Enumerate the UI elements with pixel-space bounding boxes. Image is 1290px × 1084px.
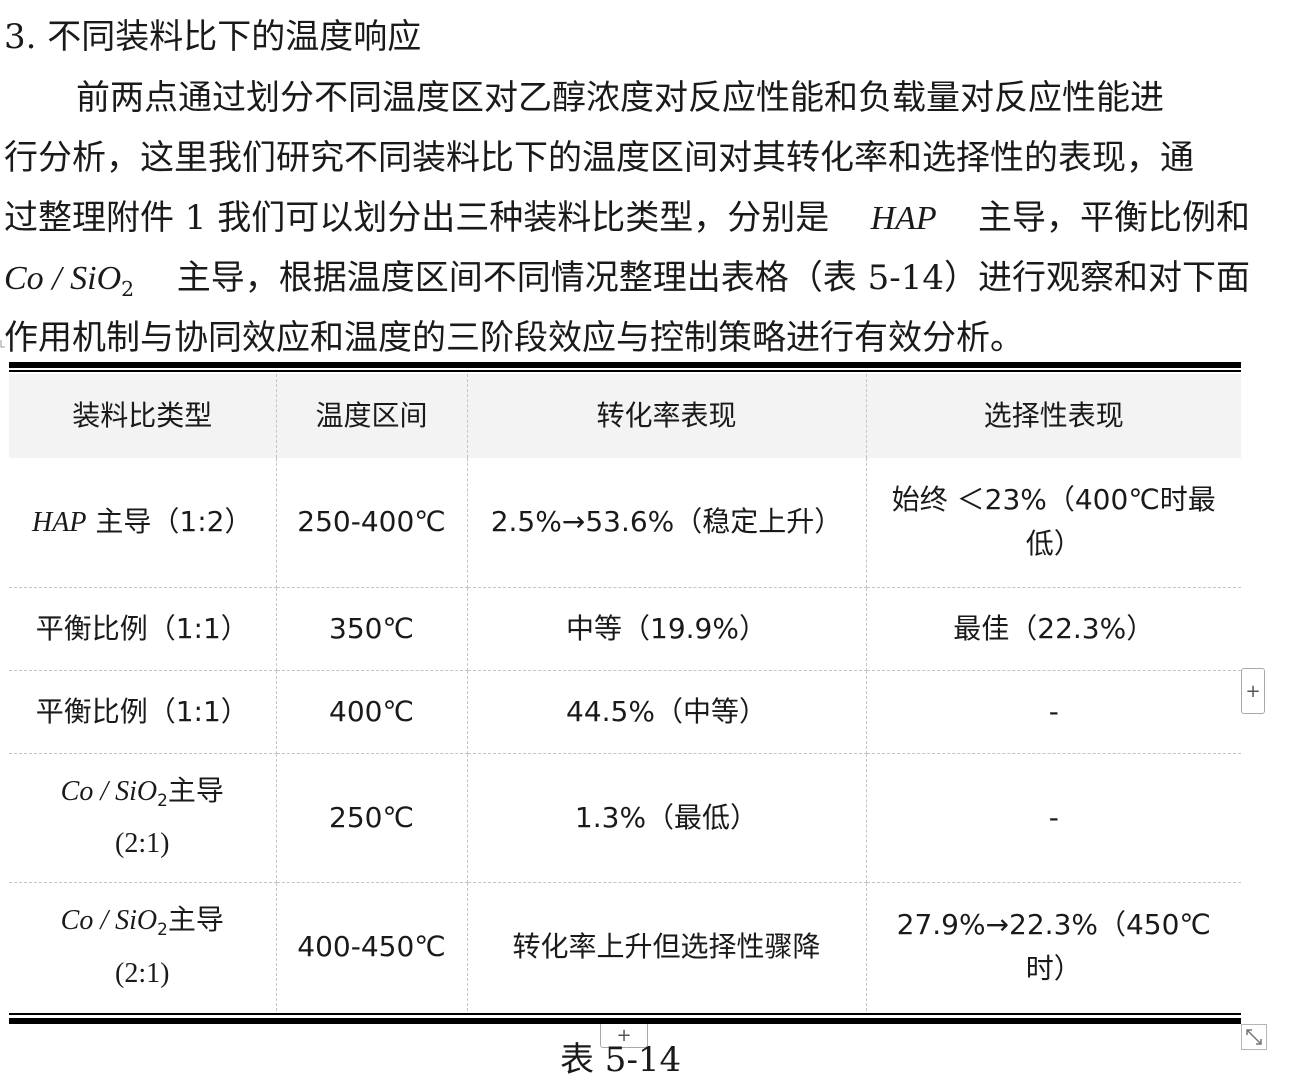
co-sio2-term: Co / SiO	[60, 775, 158, 807]
cell-conversion[interactable]: 中等（19.9%）	[466, 586, 867, 671]
subscript-2: 2	[157, 918, 168, 939]
data-table: 装料比类型 温度区间 转化率表现 选择性表现 HAP 主导（1:2） 250-4…	[9, 374, 1241, 1011]
subscript-2: 2	[121, 277, 135, 302]
cell-selectivity[interactable]: 27.9%→22.3%（450℃时）	[865, 881, 1241, 1011]
table-top-rule-thick	[9, 362, 1241, 368]
table-row: 平衡比例（1:1） 350℃ 中等（19.9%） 最佳（22.3%）	[9, 586, 1241, 671]
section-heading: 3. 不同装料比下的温度响应	[4, 17, 422, 57]
cell-temp[interactable]: 350℃	[275, 586, 468, 671]
subscript-2: 2	[157, 789, 168, 810]
table-caption: 表 5-14	[560, 1040, 682, 1080]
header-cell-type[interactable]: 装料比类型	[9, 374, 277, 458]
add-row-icon[interactable]: +	[600, 1024, 648, 1048]
cell-temp[interactable]: 400-450℃	[275, 881, 468, 1011]
table-row: Co / SiO2主导 (2:1) 400-450℃ 转化率上升但选择性骤降 2…	[9, 881, 1241, 1011]
table-row: HAP 主导（1:2） 250-400℃ 2.5%→53.6%（稳定上升） 始终…	[9, 458, 1241, 588]
resize-handle-icon[interactable]	[1241, 1024, 1267, 1050]
cell-type-text: 主导	[167, 773, 224, 807]
cell-temp[interactable]: 400℃	[275, 669, 468, 754]
hap-term: HAP	[32, 506, 87, 538]
co-sio2-term: Co / SiO	[60, 904, 158, 936]
cell-ratio: (2:1)	[115, 828, 170, 860]
header-cell-selectivity[interactable]: 选择性表现	[865, 374, 1241, 458]
body-paragraph: 前两点通过划分不同温度区对乙醇浓度对反应性能和负载量对反应性能进 行分析，这里我…	[4, 70, 1250, 370]
cell-selectivity[interactable]: -	[865, 752, 1241, 883]
cell-selectivity[interactable]: -	[865, 669, 1241, 754]
paragraph-line-4-rest: 主导，根据温度区间不同情况整理出表格（表 5-14）进行观察和对下面	[176, 258, 1250, 298]
add-column-icon[interactable]: +	[1241, 668, 1265, 714]
paragraph-line-1: 前两点通过划分不同温度区对乙醇浓度对反应性能和负载量对反应性能进	[76, 78, 1164, 118]
cell-type[interactable]: Co / SiO2主导 (2:1)	[9, 752, 277, 883]
table-bottom-rule-thin	[9, 1013, 1241, 1015]
paragraph-anchor-icon	[0, 340, 6, 348]
table-header-row: 装料比类型 温度区间 转化率表现 选择性表现	[9, 374, 1241, 458]
paragraph-line-3-end: 主导，平衡比例和	[978, 198, 1250, 238]
paragraph-line-2: 行分析，这里我们研究不同装料比下的温度区间对其转化率和选择性的表现，通	[4, 138, 1194, 178]
cell-selectivity[interactable]: 始终 ＜23%（400℃时最低）	[865, 458, 1241, 588]
paragraph-line-3: 过整理附件 1 我们可以划分出三种装料比类型，分别是 HAP 主导，平衡比例和	[4, 190, 1250, 250]
table-bottom-rule-thick	[9, 1018, 1241, 1024]
header-cell-conversion[interactable]: 转化率表现	[466, 374, 867, 458]
cell-conversion[interactable]: 2.5%→53.6%（稳定上升）	[466, 458, 867, 588]
cell-conversion[interactable]: 1.3%（最低）	[466, 752, 867, 883]
cell-type[interactable]: 平衡比例（1:1）	[9, 586, 277, 671]
cell-temp[interactable]: 250℃	[275, 752, 468, 883]
paragraph-line-4: Co / SiO2 主导，根据温度区间不同情况整理出表格（表 5-14）进行观察…	[4, 250, 1250, 310]
hap-term: HAP	[870, 200, 937, 237]
cell-conversion[interactable]: 44.5%（中等）	[466, 669, 867, 754]
table-row: Co / SiO2主导 (2:1) 250℃ 1.3%（最低） -	[9, 752, 1241, 883]
cell-type-text: 主导（1:2）	[86, 504, 253, 538]
table-top-rule-thin	[9, 370, 1241, 372]
cell-conversion[interactable]: 转化率上升但选择性骤降	[466, 881, 867, 1011]
table-row: 平衡比例（1:1） 400℃ 44.5%（中等） -	[9, 669, 1241, 754]
cell-type[interactable]: HAP 主导（1:2）	[9, 458, 277, 588]
paragraph-line-5: 作用机制与协同效应和温度的三阶段效应与控制策略进行有效分析。	[4, 318, 1024, 358]
co-sio2-term: Co / SiO	[4, 260, 122, 297]
header-cell-temp[interactable]: 温度区间	[275, 374, 468, 458]
cell-selectivity[interactable]: 最佳（22.3%）	[865, 586, 1241, 671]
cell-temp[interactable]: 250-400℃	[275, 458, 468, 588]
paragraph-line-3-start: 过整理附件 1 我们可以划分出三种装料比类型，分别是	[4, 198, 830, 238]
cell-type[interactable]: Co / SiO2主导 (2:1)	[9, 881, 277, 1011]
cell-type[interactable]: 平衡比例（1:1）	[9, 669, 277, 754]
cell-ratio: (2:1)	[115, 957, 170, 989]
cell-type-text: 主导	[167, 902, 224, 936]
